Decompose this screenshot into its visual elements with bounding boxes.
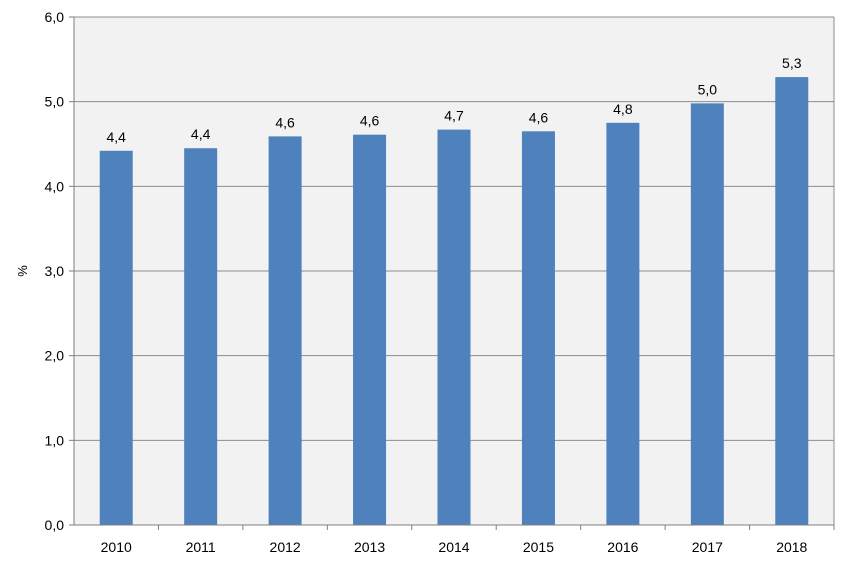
data-label: 4,6 — [529, 109, 549, 125]
bar — [521, 131, 555, 526]
x-tick-label: 2012 — [270, 539, 301, 555]
data-label: 5,3 — [782, 55, 802, 71]
y-tick-label: 2,0 — [45, 348, 65, 364]
data-label: 4,7 — [444, 108, 464, 124]
y-tick-label: 0,0 — [45, 517, 65, 533]
y-tick-label: 1,0 — [45, 432, 65, 448]
y-tick-label: 5,0 — [45, 94, 65, 110]
x-tick-label: 2014 — [438, 539, 469, 555]
y-tick-label: 6,0 — [45, 9, 65, 25]
y-tick-label: 3,0 — [45, 263, 65, 279]
data-label: 4,6 — [275, 114, 295, 130]
x-tick-label: 2011 — [186, 539, 216, 555]
bar — [99, 150, 133, 526]
data-label: 4,6 — [360, 113, 380, 129]
y-tick-label: 4,0 — [45, 178, 65, 194]
data-label: 5,0 — [698, 81, 718, 97]
x-tick-label: 2015 — [523, 539, 554, 555]
y-axis-title: % — [15, 265, 30, 277]
bar — [690, 103, 724, 526]
data-label: 4,8 — [613, 101, 633, 117]
x-tick-label: 2013 — [354, 539, 385, 555]
x-tick-label: 2010 — [101, 539, 132, 555]
bar — [353, 134, 387, 526]
data-label: 4,4 — [191, 126, 211, 142]
x-tick-label: 2016 — [607, 539, 638, 555]
data-label: 4,4 — [106, 129, 126, 145]
bar — [437, 129, 471, 525]
bar — [775, 77, 809, 525]
x-tick-label: 2018 — [776, 539, 807, 555]
plot-area: 0,0 1,0 2,0 3,0 4,0 5,0 6,0 4,4 2010 4,4 2011 4,6 20… — [45, 9, 835, 555]
bar — [606, 122, 640, 525]
bar — [268, 136, 302, 525]
x-tick-label: 2017 — [692, 539, 723, 555]
bar — [184, 148, 218, 525]
